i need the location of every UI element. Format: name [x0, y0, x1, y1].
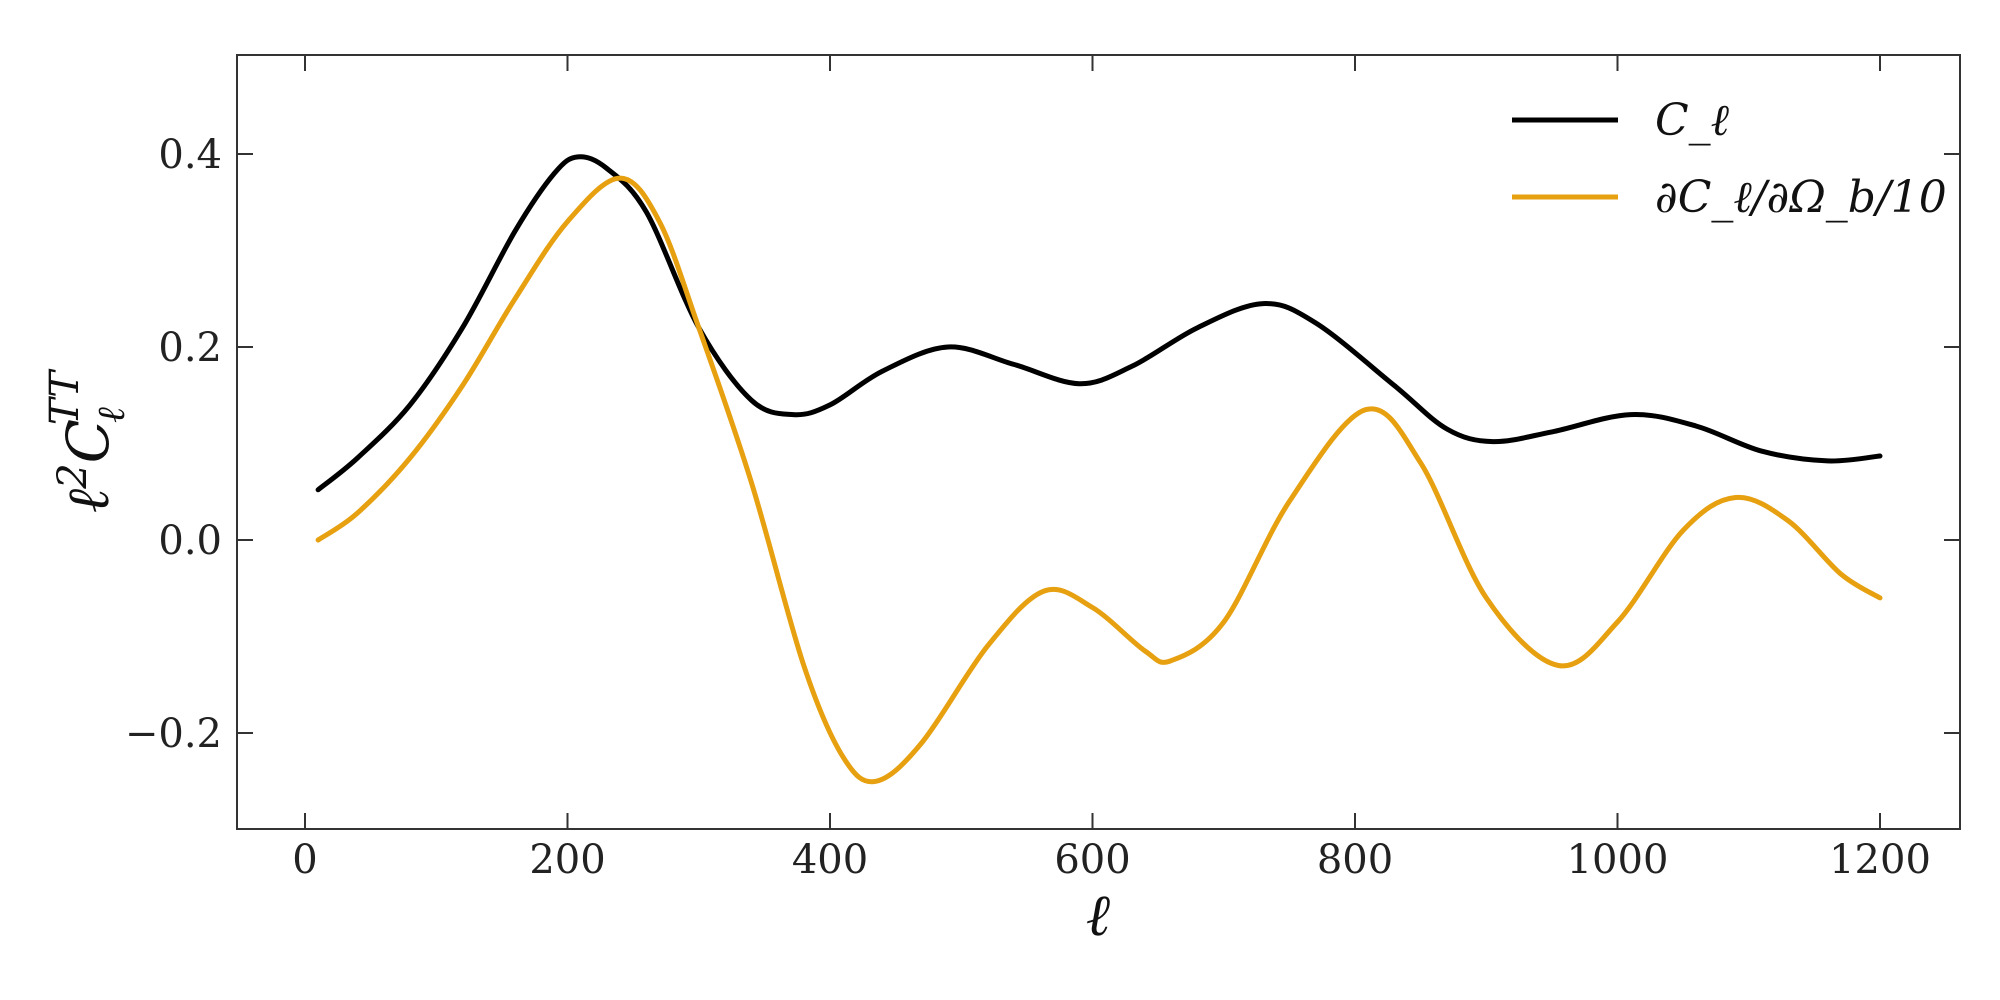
- x-tick-label: 600: [1054, 837, 1130, 883]
- series-cl-line: [315, 154, 1883, 493]
- legend-label-cl: C_ℓ: [1655, 95, 1730, 146]
- y-tick-label: 0.4: [158, 132, 222, 178]
- x-tick-label: 800: [1317, 837, 1393, 883]
- y-tick-label: 0.2: [158, 325, 222, 371]
- x-tick-label: 1200: [1829, 837, 1931, 883]
- x-tick-label: 1000: [1567, 837, 1669, 883]
- plot-area-frame: [236, 54, 1961, 830]
- y-axis-label: ℓ2CℓTT: [42, 368, 133, 513]
- series-group: [315, 154, 1883, 785]
- series-dcl-dob-line: [315, 175, 1883, 785]
- legend-label-dcl: ∂C_ℓ/∂Ω_b/10: [1655, 172, 1947, 223]
- x-tick-label: 200: [529, 837, 605, 883]
- y-tick-label: 0.0: [158, 518, 222, 564]
- x-axis-label: ℓ: [1086, 881, 1110, 949]
- y-tick-label: −0.2: [125, 711, 222, 757]
- tick-group: 0 200 400 600 800 1000 1200 −0.2 0.0 0.2 0.4: [125, 55, 1960, 883]
- legend: C_ℓ ∂C_ℓ/∂Ω_b/10: [1512, 95, 1947, 223]
- x-tick-label: 0: [292, 837, 317, 883]
- x-tick-label: 400: [792, 837, 868, 883]
